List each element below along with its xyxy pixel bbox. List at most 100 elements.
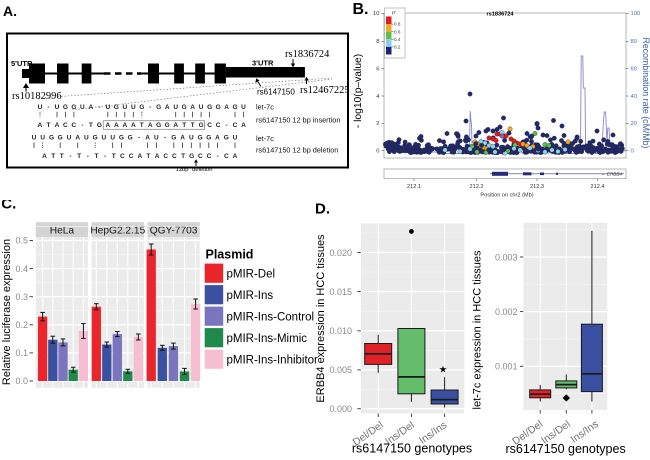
svg-text:A: A (122, 122, 127, 129)
svg-text:A: A (155, 153, 160, 160)
svg-text:0.5: 0.5 (15, 236, 28, 246)
svg-text:G: G (182, 104, 187, 111)
svg-text:G: G (97, 122, 102, 129)
svg-text:G: G (206, 135, 211, 142)
svg-text:0.015: 0.015 (329, 287, 352, 297)
svg-text:← ERBB4: ← ERBB4 (601, 172, 622, 177)
svg-text:-: - (226, 122, 228, 129)
svg-text:G: G (216, 104, 221, 111)
svg-text:A: A (42, 153, 47, 160)
svg-text:A: A (241, 122, 246, 129)
svg-text:rs6147150 12 bp deletion: rs6147150 12 bp deletion (256, 146, 338, 155)
svg-text:- log10(p–value): - log10(p–value) (353, 54, 364, 128)
svg-text:pMIR-Ins: pMIR-Ins (227, 290, 274, 302)
svg-text:rs1836724: rs1836724 (285, 49, 330, 60)
svg-text:G: G (198, 135, 203, 142)
svg-text:U: U (173, 104, 178, 111)
svg-text:G: G (165, 122, 170, 129)
svg-text:let-7c: let-7c (256, 103, 274, 112)
svg-text:T: T (77, 153, 81, 160)
svg-text:U: U (189, 135, 194, 142)
svg-text:A: A (233, 153, 238, 160)
svg-text:pMIR-Del: pMIR-Del (227, 268, 276, 280)
svg-text:0.4: 0.4 (15, 264, 28, 274)
svg-text:A: A (89, 104, 94, 111)
svg-text:-: - (87, 153, 89, 160)
svg-text:0.4: 0.4 (394, 37, 401, 42)
svg-text:C: C (72, 122, 77, 129)
svg-text:A: A (38, 122, 43, 129)
svg-text:U: U (40, 135, 45, 142)
svg-text:C: C (224, 153, 229, 160)
svg-text:r²: r² (392, 11, 396, 17)
svg-text:G: G (119, 135, 124, 142)
svg-text:C: C (198, 153, 203, 160)
svg-text:G: G (199, 122, 204, 129)
svg-text:U: U (105, 104, 110, 111)
svg-text:3'UTR: 3'UTR (252, 59, 274, 68)
svg-text:Position on chr2 (Mb): Position on chr2 (Mb) (480, 193, 533, 199)
svg-text:T: T (47, 122, 51, 129)
svg-text:HepG2.2.15: HepG2.2.15 (90, 226, 145, 237)
svg-text:Recombination rate (cM/Mb): Recombination rate (cM/Mb) (641, 38, 650, 149)
svg-text:G: G (171, 135, 176, 142)
svg-text:0: 0 (631, 149, 634, 155)
svg-text:0.000: 0.000 (329, 404, 352, 414)
svg-text:0.002: 0.002 (495, 307, 518, 317)
svg-text:pMIR-Ins-Mimic: pMIR-Ins-Mimic (227, 333, 308, 345)
svg-text:let-7c expression in HCC tissu: let-7c expression in HCC tissues (471, 250, 483, 409)
svg-text:T: T (60, 153, 64, 160)
svg-text:40: 40 (631, 94, 637, 100)
svg-text:T: T (191, 122, 195, 129)
svg-text:G: G (114, 104, 119, 111)
svg-text:C: C (129, 153, 134, 160)
svg-text:G: G (63, 104, 68, 111)
svg-text:U: U (67, 135, 72, 142)
svg-text:C: C (163, 153, 168, 160)
svg-text:rs10182996: rs10182996 (12, 91, 62, 102)
svg-text:212.2: 212.2 (470, 184, 484, 190)
svg-text:A: A (224, 104, 229, 111)
svg-text:rs6147150: rs6147150 (257, 88, 295, 97)
svg-text:U: U (84, 135, 89, 142)
svg-text:rs6147150 12 bp insertion: rs6147150 12 bp insertion (256, 116, 340, 125)
svg-text:D.: D. (315, 201, 330, 218)
svg-text:10: 10 (373, 11, 379, 17)
svg-text:-: - (98, 104, 100, 111)
svg-text:U: U (55, 104, 60, 111)
svg-text:U: U (38, 104, 43, 111)
svg-text:-: - (104, 153, 106, 160)
svg-text:0.2: 0.2 (15, 320, 28, 330)
svg-text:0.001: 0.001 (495, 362, 518, 372)
svg-text:-: - (217, 153, 219, 160)
svg-text:100: 100 (631, 11, 641, 17)
svg-text:T: T (51, 153, 55, 160)
svg-text:A: A (75, 135, 80, 142)
svg-text:U: U (241, 104, 246, 111)
svg-text:A: A (137, 153, 142, 160)
svg-text:-: - (47, 104, 49, 111)
svg-text:0.003: 0.003 (495, 252, 518, 262)
svg-text:U: U (199, 104, 204, 111)
svg-text:pMIR-Ins-Inhibitor: pMIR-Ins-Inhibitor (227, 354, 319, 366)
svg-text:C: C (63, 122, 68, 129)
svg-text:G: G (156, 122, 161, 129)
svg-text:ERBB4 expression in HCC tissue: ERBB4 expression in HCC tissues (315, 234, 327, 403)
svg-text:U: U (110, 135, 115, 142)
svg-text:0.005: 0.005 (329, 365, 352, 375)
svg-text:U: U (154, 135, 159, 142)
svg-text:4: 4 (376, 94, 380, 100)
svg-text:A: A (215, 135, 220, 142)
svg-text:0.020: 0.020 (329, 248, 352, 258)
svg-text:C: C (207, 153, 212, 160)
svg-text:A: A (148, 122, 153, 129)
svg-text:T: T (89, 122, 93, 129)
svg-text:HeLa: HeLa (50, 226, 75, 237)
svg-text:G: G (93, 135, 98, 142)
svg-text:C: C (120, 153, 125, 160)
svg-text:-: - (164, 135, 166, 142)
svg-text:20: 20 (631, 121, 637, 127)
svg-text:QGY-7703: QGY-7703 (150, 226, 198, 237)
svg-text:A: A (131, 122, 136, 129)
svg-text:212.3: 212.3 (530, 184, 544, 190)
